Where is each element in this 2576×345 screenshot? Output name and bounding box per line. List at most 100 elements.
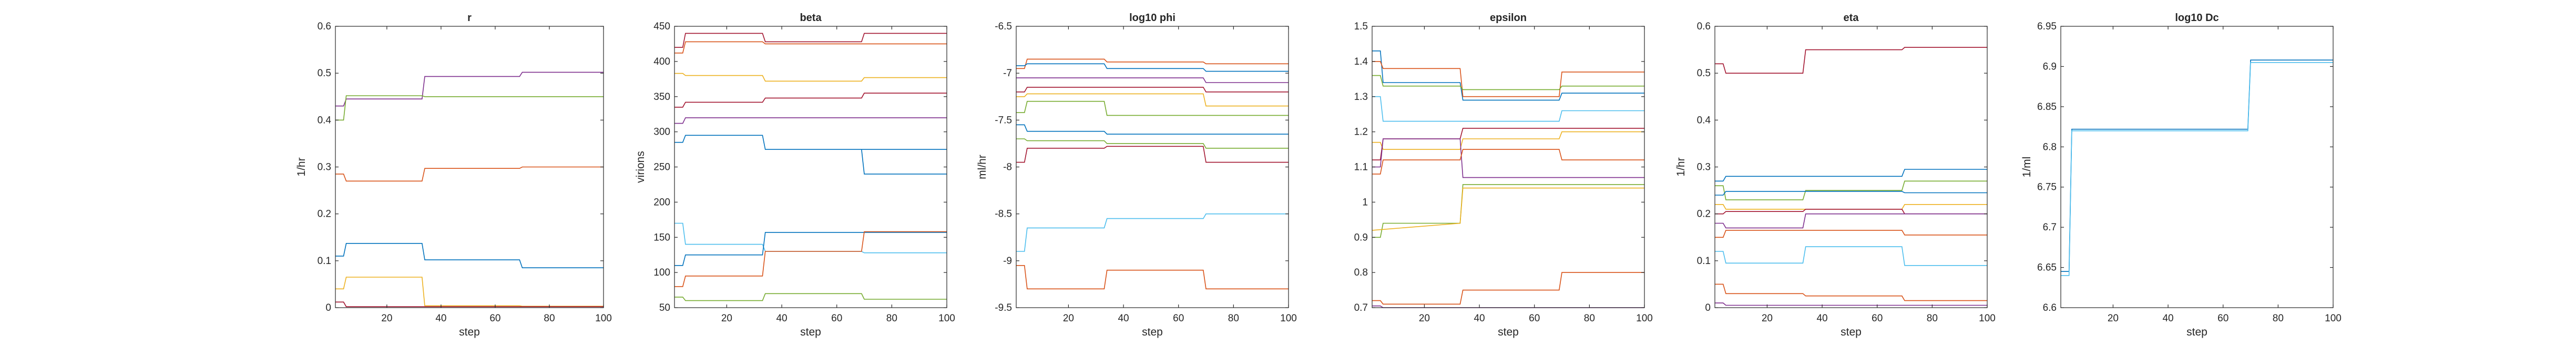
series-line-5 [1372, 131, 1644, 150]
series-line-3 [1715, 180, 1987, 200]
y-tick-label: 0 [325, 302, 331, 313]
series-line-3 [674, 73, 947, 82]
series-line-4 [1016, 87, 1289, 93]
series-line-3 [1372, 75, 1644, 90]
series-line-4 [1715, 191, 1987, 196]
y-tick-label: 6.85 [2037, 102, 2057, 113]
series-line-1 [1372, 50, 1644, 101]
series-line-2 [674, 41, 947, 54]
series-line-5 [1016, 93, 1289, 107]
series-line-5 [335, 277, 604, 307]
x-axis-label: step [800, 326, 821, 338]
series-line-6 [1016, 100, 1289, 116]
x-tick-label: 40 [776, 313, 787, 324]
y-tick-label: 450 [653, 21, 670, 32]
series-line-6 [674, 135, 947, 150]
x-tick-label: 80 [1228, 313, 1239, 324]
series-line-9 [1016, 146, 1289, 163]
subplot-1: 20 40 60 80 100 0 0.1 0.2 0.3 0.4 0.5 0.6 r step 1/hr [295, 12, 612, 338]
y-tick-label: 300 [653, 127, 670, 138]
x-axis-label: step [1142, 326, 1163, 338]
series-line-9 [674, 232, 947, 266]
y-tick-label: 0.4 [318, 115, 332, 126]
y-tick-label: 1.2 [1354, 127, 1368, 138]
y-tick-label: 0.6 [318, 21, 331, 32]
x-tick-label: 20 [1063, 313, 1074, 324]
subplot-title: log10 Dc [2175, 12, 2219, 24]
y-tick-label: 0.9 [1354, 232, 1368, 243]
y-tick-label: 0.2 [318, 209, 331, 220]
y-tick-label: 6.75 [2037, 182, 2057, 193]
subplot-title: eta [1844, 12, 1859, 24]
y-tick-label: 400 [653, 56, 670, 67]
series-line-2 [1715, 169, 1987, 182]
y-tick-label: 6.65 [2037, 262, 2057, 273]
series-line-7 [1715, 213, 1987, 229]
series-line-10 [674, 231, 947, 287]
series-line-8 [1016, 138, 1289, 149]
y-tick-label: 1.1 [1354, 162, 1368, 173]
series-line-9 [1715, 246, 1987, 266]
x-tick-label: 100 [1280, 313, 1297, 324]
x-tick-label: 60 [1872, 313, 1883, 324]
x-tick-label: 80 [886, 313, 897, 324]
x-tick-label: 80 [2273, 313, 2284, 324]
subplot-5: 20 40 60 80 100 0 0.1 0.2 0.3 0.4 0.5 0.6 eta step 1/h… [1675, 12, 1996, 338]
series-line-11 [1016, 265, 1289, 290]
x-tick-label: 60 [1173, 313, 1184, 324]
y-axis-label: 1/hr [295, 157, 308, 176]
y-tick-label: 150 [653, 232, 670, 243]
y-tick-label: 200 [653, 197, 670, 208]
series-line-6 [1715, 209, 1987, 215]
x-tick-label: 20 [721, 313, 732, 324]
y-tick-label: 0.8 [1354, 267, 1368, 278]
series-line-10 [1016, 213, 1289, 252]
series-line-7 [861, 149, 947, 175]
x-tick-label: 60 [2217, 313, 2229, 324]
subplot-title: r [467, 12, 472, 24]
y-axis-label: virions [635, 151, 647, 183]
x-tick-label: 60 [831, 313, 842, 324]
series-line-3 [1016, 77, 1289, 83]
subplot-title: beta [800, 12, 822, 24]
series-line-4 [1372, 96, 1644, 122]
x-tick-label: 40 [2162, 313, 2173, 324]
x-tick-label: 80 [1584, 313, 1595, 324]
x-tick-label: 100 [938, 313, 955, 324]
series-line-9 [1372, 184, 1644, 238]
y-tick-label: 0.6 [1697, 21, 1711, 32]
series-line-8 [674, 222, 947, 253]
series-line-11 [1715, 302, 1987, 306]
y-tick-label: 1.5 [1354, 21, 1368, 32]
series-line-7 [1372, 138, 1644, 178]
series-line-3 [335, 166, 604, 182]
y-tick-label: -7.5 [995, 115, 1012, 126]
series-line-8 [1715, 230, 1987, 238]
y-tick-label: 0.7 [1354, 302, 1368, 313]
y-tick-label: 6.8 [2043, 141, 2057, 153]
x-tick-label: 40 [1816, 313, 1827, 324]
y-tick-label: 250 [653, 162, 670, 173]
series-line-4 [335, 243, 604, 268]
x-axis-label: step [1498, 326, 1519, 338]
series-line-1 [1016, 58, 1289, 69]
y-tick-label: 350 [653, 92, 670, 103]
series-line-2 [1016, 63, 1289, 72]
y-tick-label: 0.4 [1697, 115, 1711, 126]
subplot-6: 20 40 60 80 100 6.6 6.65 6.7 6.75 6.8 6.85 6.9 6.95 l… [2021, 12, 2342, 338]
y-tick-label: 1.3 [1354, 92, 1368, 103]
y-tick-label: 0.1 [318, 256, 331, 267]
y-tick-label: 0.2 [1697, 209, 1711, 220]
y-tick-label: 0.5 [1697, 68, 1711, 79]
series-line-11 [674, 293, 947, 301]
x-tick-label: 60 [489, 313, 500, 324]
x-tick-label: 60 [1529, 313, 1540, 324]
y-tick-label: 0 [1705, 302, 1711, 313]
y-tick-label: -6.5 [995, 21, 1012, 32]
y-tick-label: 0.3 [1697, 162, 1711, 173]
subplot-2: 20 40 60 80 100 50 100 150 200 250 300 350 400 450 bet… [635, 12, 955, 338]
series-line-1 [1715, 47, 1987, 74]
series-line-8 [1372, 149, 1644, 175]
y-axis-label: 1/ml [2021, 157, 2033, 178]
y-tick-label: 6.9 [2043, 61, 2057, 72]
